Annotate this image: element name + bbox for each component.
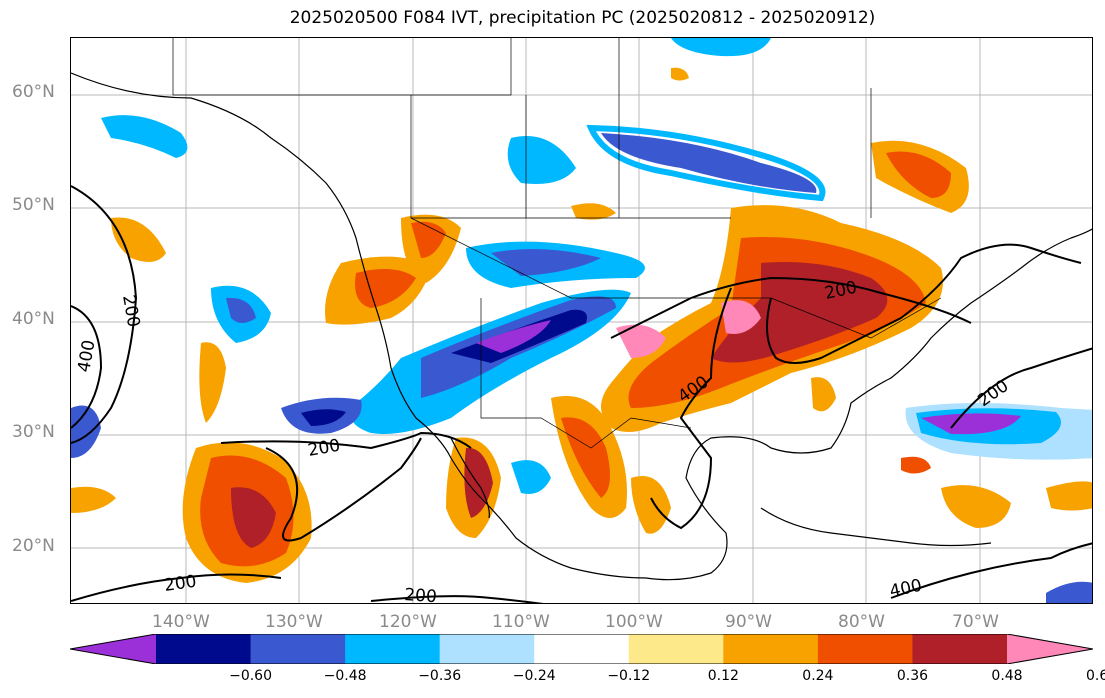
pc-region <box>671 67 689 81</box>
colorbar-extend-high <box>1007 634 1093 664</box>
pc-region <box>921 413 1021 435</box>
pc-region <box>111 217 166 262</box>
pc-region <box>601 133 817 193</box>
map-title: 2025020500 F084 IVT, precipitation PC (2… <box>289 8 876 28</box>
pc-region <box>199 342 226 423</box>
lon-label-90w: 90°W <box>725 612 772 632</box>
colorbar-segment <box>817 634 913 664</box>
contour-label: 400 <box>888 576 924 602</box>
ivt-contour-400 <box>71 305 103 429</box>
contour-label: 400 <box>74 338 99 373</box>
lat-label-60n: 60°N <box>12 82 55 102</box>
lat-label-50n: 50°N <box>12 195 55 215</box>
pc-region <box>231 487 276 548</box>
pc-region <box>71 486 116 513</box>
lon-label-130w: 130°W <box>265 612 323 632</box>
colorbar-tick-label: 0.48 <box>991 668 1023 684</box>
colorbar-tick-label: 0.12 <box>707 668 739 684</box>
lon-label-110w: 110°W <box>492 612 550 632</box>
colorbar-segment <box>156 634 252 664</box>
lon-label-100w: 100°W <box>605 612 663 632</box>
pc-region <box>101 115 188 158</box>
colorbar-segment <box>250 634 346 664</box>
pc-region <box>1046 481 1092 511</box>
colorbar-segment <box>912 634 1008 664</box>
colorbar-segment <box>723 634 819 664</box>
colorbar-tick-label: −0.24 <box>512 668 556 684</box>
pc-region <box>886 151 951 198</box>
ivt-contour-200 <box>71 573 282 602</box>
ivt-contour-400 <box>890 542 1092 599</box>
pc-region <box>476 320 551 353</box>
colorbar-segment <box>628 634 724 664</box>
contour-label: 200 <box>306 436 341 461</box>
pc-region <box>511 460 551 494</box>
colorbar-tick-label: 0.36 <box>896 668 929 684</box>
colorbar-tick-label: −0.36 <box>418 668 462 684</box>
pc-region <box>301 409 346 426</box>
ivt-contour-400 <box>650 287 732 530</box>
contour-label: 200 <box>163 572 198 596</box>
colorbar-segment <box>534 634 630 664</box>
lon-label-140w: 140°W <box>152 612 210 632</box>
colorbar-tick-label: −0.60 <box>229 668 272 684</box>
pc-region <box>811 377 836 412</box>
colorbar-extend-low <box>70 634 156 664</box>
colorbar-tick-label: −0.12 <box>607 668 651 684</box>
pc-region <box>616 324 666 358</box>
ivt-contour-200 <box>370 595 544 603</box>
negative-pc-shading <box>71 38 1092 603</box>
lon-label-120w: 120°W <box>379 612 437 632</box>
colorbar-tick-label: 0.60 <box>1085 668 1105 684</box>
positive-pc-shading <box>71 67 1092 583</box>
lat-label-20n: 20°N <box>12 536 55 556</box>
pc-region <box>226 297 256 323</box>
colorbar-tick-label: −0.48 <box>323 668 367 684</box>
ivt-contours <box>71 185 1092 603</box>
lat-label-40n: 40°N <box>12 309 55 329</box>
pc-region <box>1046 581 1092 603</box>
pc-region <box>71 405 101 458</box>
colorbar-segments <box>70 634 1093 664</box>
contour-label: 200 <box>404 585 438 604</box>
colorbar-segment <box>345 634 441 664</box>
lat-label-30n: 30°N <box>12 422 55 442</box>
ivt-contour-200 <box>220 431 472 450</box>
lon-label-70w: 70°W <box>952 612 999 632</box>
pc-region <box>721 300 761 334</box>
ivt-contour-200 <box>610 276 972 339</box>
colorbar <box>70 634 1093 664</box>
pc-region <box>941 485 1011 528</box>
caribbean-coast <box>760 507 992 547</box>
pc-region <box>671 38 771 57</box>
map-panel: 200 400 200 200 200 400 200 200 400 <box>70 37 1093 604</box>
pc-region <box>491 249 601 276</box>
map-canvas: 200 400 200 200 200 400 200 200 400 <box>71 38 1092 604</box>
lon-label-80w: 80°W <box>838 612 885 632</box>
baja-coast <box>450 437 490 519</box>
ivt-contour-200 <box>766 243 1082 364</box>
ivt-contour-200 <box>71 185 138 444</box>
contour-label: 200 <box>118 293 143 328</box>
pc-region <box>586 124 826 202</box>
pc-region <box>355 269 416 308</box>
colorbar-tick-label: 0.24 <box>802 668 834 684</box>
coastlines <box>71 72 1092 581</box>
pc-region <box>571 203 616 220</box>
colorbar-segment <box>439 634 535 664</box>
pc-region <box>631 476 671 534</box>
ivt-contour-200 <box>265 437 422 542</box>
pc-region <box>901 456 931 474</box>
pc-region <box>507 136 576 184</box>
pc-region <box>711 262 888 363</box>
ivt-contour-200 <box>950 347 1092 429</box>
